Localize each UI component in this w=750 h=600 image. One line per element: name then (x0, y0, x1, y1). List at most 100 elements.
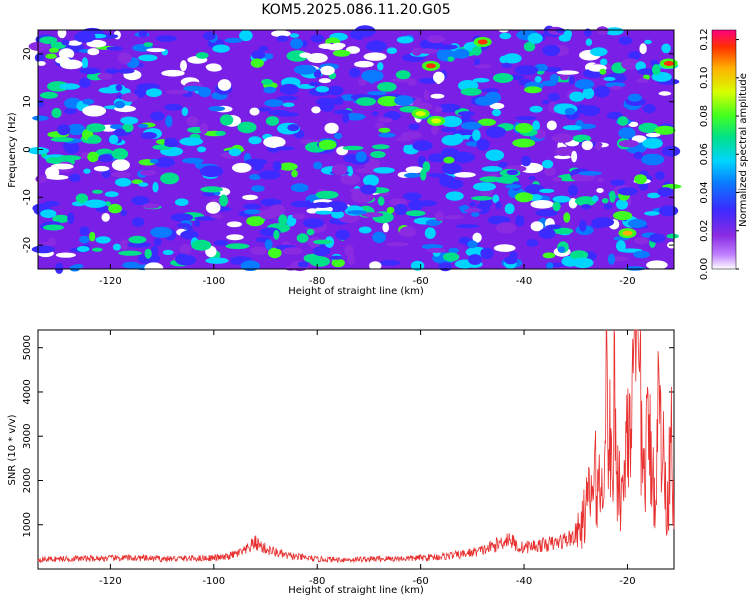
heatmap-y-tick-label: 20 (22, 48, 33, 61)
heatmap-cell (60, 59, 83, 70)
heatmap-cell (621, 58, 640, 70)
heatmap-cell (549, 74, 559, 83)
colorbar-gradient (711, 29, 737, 270)
heatmap-cell (377, 62, 384, 71)
heatmap-cell (596, 177, 604, 183)
heatmap-cell (492, 194, 500, 204)
heatmap-cell (541, 99, 550, 105)
heatmap-cell (530, 221, 544, 232)
heatmap-cell (225, 243, 250, 250)
heatmap-cell (208, 106, 226, 112)
heatmap-cell (249, 107, 260, 116)
colorbar-tick-label: 0.00 (699, 258, 710, 280)
heatmap-cell (195, 52, 209, 59)
heatmap-cell (180, 230, 199, 240)
heatmap-cell (539, 188, 555, 193)
heatmap-cell (434, 211, 444, 222)
heatmap-cell (296, 233, 309, 243)
heatmap-cell (542, 252, 556, 259)
heatmap-cell (572, 134, 592, 143)
heatmap-cell (115, 177, 132, 187)
heatmap-cell (34, 53, 45, 63)
heatmap-cell (251, 185, 265, 192)
heatmap-cell (181, 107, 189, 117)
heatmap-cell (480, 88, 500, 93)
heatmap-cell (426, 219, 441, 227)
heatmap-cell (57, 27, 67, 39)
heatmap-cell (263, 86, 277, 94)
heatmap-cell (644, 39, 652, 45)
heatmap-cell (473, 182, 496, 192)
heatmap-cell (131, 179, 144, 184)
colorbar-label: Normalized spectral amplitude (738, 73, 749, 227)
heatmap-cell (98, 154, 113, 163)
heatmap-cell (544, 66, 562, 73)
heatmap-cell (492, 73, 514, 83)
heatmap-cell (628, 51, 641, 61)
heatmap-cell (294, 64, 317, 75)
colorbar-tick-label: 0.06 (699, 143, 710, 165)
heatmap-cell (86, 39, 107, 48)
heatmap-cell (426, 247, 446, 253)
heatmap-cell (104, 191, 119, 198)
heatmap-cell (342, 145, 364, 151)
heatmap-cell (479, 176, 501, 183)
heatmap-cell (226, 234, 244, 241)
heatmap-cell (637, 68, 657, 75)
heatmap-cell (661, 43, 671, 54)
heatmap-cell (290, 38, 304, 49)
heatmap-cell (564, 107, 576, 116)
heatmap-cell (108, 134, 119, 145)
heatmap-cell (150, 245, 159, 257)
heatmap-cell (237, 121, 257, 134)
heatmap-cell (563, 212, 571, 223)
heatmap-cell (74, 31, 96, 43)
heatmap-cell (560, 73, 569, 81)
heatmap-cell (438, 44, 458, 50)
heatmap-cell (552, 201, 561, 212)
heatmap-cell (40, 209, 57, 218)
heatmap-cell (206, 65, 222, 72)
heatmap-cell (331, 258, 345, 268)
heatmap-cell (284, 266, 298, 271)
heatmap-cell (83, 168, 91, 174)
heatmap-cell (144, 248, 152, 259)
heatmap-cell (447, 56, 455, 62)
heatmap-cell (239, 30, 253, 42)
heatmap-cell (145, 88, 162, 98)
heatmap-cell (59, 83, 80, 90)
heatmap-cell (37, 99, 44, 108)
heatmap-cell (505, 184, 522, 189)
heatmap-cell (320, 65, 335, 76)
heatmap-cell (548, 92, 560, 102)
heatmap-cell (610, 85, 622, 90)
heatmap-y-tick-label: -10 (22, 189, 33, 205)
heatmap-cell (28, 41, 50, 52)
heatmap-cell (263, 53, 274, 60)
heatmap-cell (39, 36, 58, 44)
heatmap-cell (377, 117, 393, 123)
heatmap-cell (101, 213, 110, 222)
heatmap-cell (512, 138, 536, 148)
heatmap-cell (591, 217, 615, 228)
heatmap-cell (581, 204, 592, 210)
heatmap-cell (180, 60, 187, 72)
heatmap-cell (591, 195, 599, 202)
heatmap-cell (572, 257, 594, 269)
heatmap-cell (546, 120, 557, 131)
heatmap-cell (242, 194, 258, 201)
heatmap-cell (276, 35, 289, 42)
heatmap-cell (471, 211, 480, 217)
heatmap-cell (423, 89, 430, 102)
heatmap-cell (165, 89, 189, 95)
heatmap-cell (152, 181, 159, 193)
heatmap-cell (655, 171, 665, 180)
heatmap-cell (431, 125, 439, 135)
heatmap-cell (542, 44, 561, 57)
heatmap-cell (165, 115, 173, 128)
heatmap-cell (386, 47, 398, 54)
heatmap-cell (555, 28, 566, 34)
heatmap-cell (347, 254, 356, 265)
heatmap-cell (506, 169, 519, 175)
heatmap-y-tick-label: 0 (22, 146, 33, 152)
